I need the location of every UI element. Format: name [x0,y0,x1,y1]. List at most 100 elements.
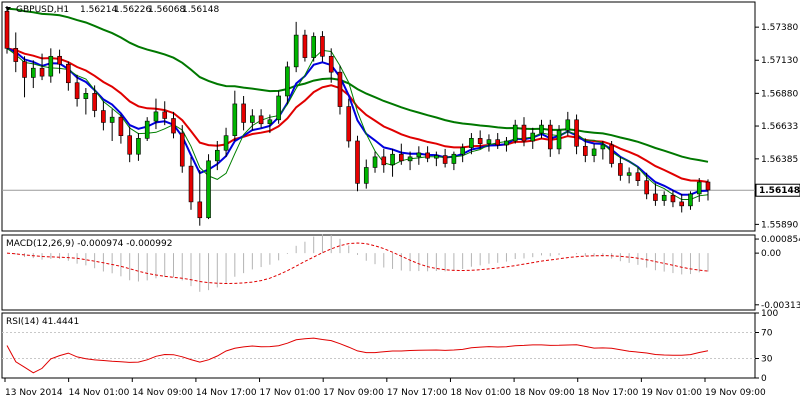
ma-slow-line [6,7,709,163]
candle-down [328,55,334,73]
candle-up [504,140,509,146]
candle-up [486,139,492,144]
rsi-tick-label: 70 [761,329,773,339]
candle-down [57,55,62,65]
ma-thin-line [6,47,709,200]
candle-down [258,115,264,125]
candle-up [591,148,597,156]
candle-up [276,95,281,121]
candle-down [4,10,10,49]
candle-up [372,156,378,168]
candle-up [556,130,562,150]
candle-down [477,138,483,144]
candle-up [109,116,115,123]
time-axis: 13 Nov 2014 14 Nov 01:00 14 Nov 09:00 14 No… [4,378,766,398]
candle-up [311,36,316,58]
time-tick-label: 13 Nov 2014 [5,388,63,398]
candle-up [83,93,89,99]
rsi-line [6,337,709,374]
price-tick-label: 1.57130 [761,56,798,66]
candle-up [144,120,150,139]
candle-up [434,155,439,159]
candle-down [22,61,27,78]
candle-up [407,156,413,162]
candle-down [399,153,404,162]
rsi-tick-label: 100 [761,309,778,319]
candle-down [13,48,19,62]
macd-signal-line [6,242,709,285]
price-tick-label: 1.56880 [761,89,798,99]
time-tick-label: 19 Nov 09:00 [705,388,766,398]
time-tick-label: 17 Nov 17:00 [387,388,448,398]
candle-down [583,145,588,156]
time-tick-label: 14 Nov 17:00 [196,388,257,398]
candle-down [179,132,185,167]
rsi-tick-label: 0 [761,374,767,384]
last-price-label: 1.56148 [759,186,800,196]
candle-up [223,135,229,151]
candle-down [355,140,360,184]
candle-up [136,138,141,155]
candle-up [215,149,220,162]
candle-down [346,106,352,142]
candle-down [92,93,97,111]
rsi-frame [1,312,756,379]
candle-up [390,153,395,166]
candle-up [451,153,457,164]
candle-up [688,193,693,207]
candle-down [302,34,308,58]
candle-up [600,144,606,150]
candle-up [153,111,159,122]
candle-down [337,71,343,107]
candle-up [539,124,544,134]
candle-up [565,119,571,131]
macd-tick-label: -0.003135 [761,301,800,311]
macd-tick-label: 0.00 [761,249,781,259]
candle-down [574,119,579,147]
candle-up [48,55,54,77]
candle-down [653,193,658,201]
candle-down [495,139,501,146]
candle-down [39,67,45,77]
candle-down [66,63,71,84]
price-tick-label: 1.56633 [761,122,798,132]
candle-down [705,181,711,191]
macd-panel: 0.000854 0.00 -0.003135 MACD(12,26,9) -0.00… [1,234,800,311]
candle-up [206,160,211,219]
macd-label: MACD(12,26,9) -0.000974 -0.000992 [6,239,172,249]
candle-down [679,201,685,207]
candle-down [74,82,80,99]
candle-down [442,155,448,164]
header-high: 1.56226 [114,5,151,15]
ma-fast-line [6,47,709,196]
macd-frame [1,234,756,311]
candle-up [30,67,36,78]
candle-down [644,180,649,195]
candle-up [530,132,536,142]
candle-up [416,152,422,158]
candle-up [293,34,299,68]
header-close: 1.56148 [182,5,219,15]
time-tick-label: 14 Nov 09:00 [132,388,193,398]
candle-down [618,163,623,176]
candle-down [197,201,203,219]
time-tick-label: 17 Nov 01:00 [260,388,321,398]
price-tick-label: 1.55890 [761,220,798,230]
price-panel: 1.57380 1.57130 1.56880 1.56633 1.56385 1.558… [1,1,800,232]
candle-up [696,181,702,195]
candle-down [241,103,246,123]
candle-up [232,103,238,136]
candle-down [171,118,176,134]
candle-up [267,119,273,125]
candle-down [609,144,614,164]
candle-up [469,138,474,148]
candle-down [521,124,527,142]
time-tick-label: 14 Nov 01:00 [69,388,130,398]
rsi-panel: 100 70 30 0 RSI(14) 41.4441 [1,309,778,384]
candle-down [162,111,168,119]
header-open: 1.56214 [80,5,117,15]
time-tick-label: 18 Nov 09:00 [514,388,575,398]
candle-up [460,147,465,155]
